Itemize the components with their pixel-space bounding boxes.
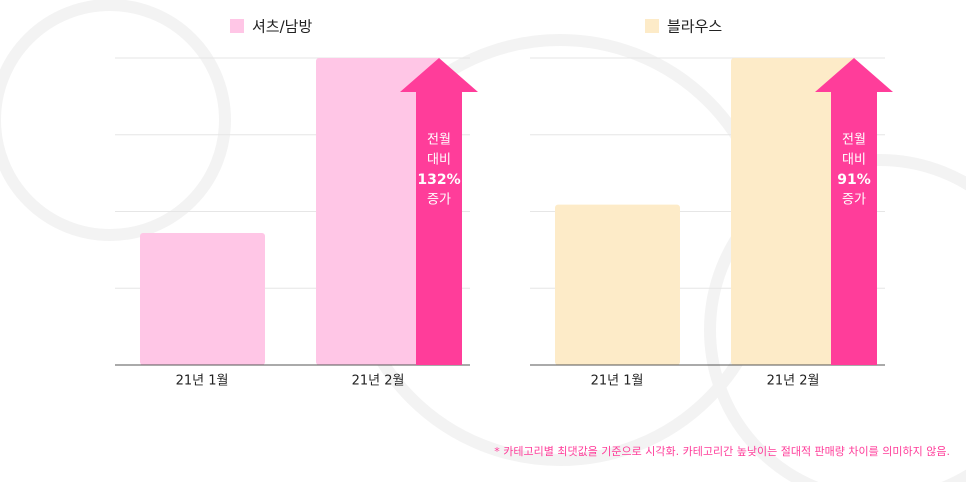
increase-arrow: [400, 58, 478, 365]
bar: [731, 58, 856, 365]
arrow-label: 대비: [427, 153, 451, 168]
arrow-label: 증가: [842, 193, 866, 208]
increase-arrow: [815, 58, 893, 365]
footnote: * 카테고리별 최댓값을 기준으로 시각화. 카테고리간 높낮이는 절대적 판매…: [494, 444, 950, 458]
x-tick-label: 21년 2월: [352, 374, 405, 389]
legend-swatch: [230, 19, 244, 33]
bar: [316, 58, 441, 365]
x-tick-label: 21년 1월: [591, 374, 644, 389]
arrow-label: 대비: [842, 153, 866, 168]
legend-label: 셔츠/남방: [252, 18, 312, 36]
x-tick-label: 21년 1월: [176, 374, 229, 389]
arrow-label: 132%: [417, 172, 460, 188]
arrow-label: 증가: [427, 193, 451, 208]
legend-swatch: [645, 19, 659, 33]
arrow-label: 전월: [427, 133, 451, 148]
x-tick-label: 21년 2월: [767, 374, 820, 389]
legend-label: 블라우스: [667, 18, 722, 36]
arrow-label: 전월: [842, 133, 866, 148]
bar: [140, 232, 265, 365]
bar: [555, 204, 680, 365]
arrow-label: 91%: [837, 172, 871, 188]
